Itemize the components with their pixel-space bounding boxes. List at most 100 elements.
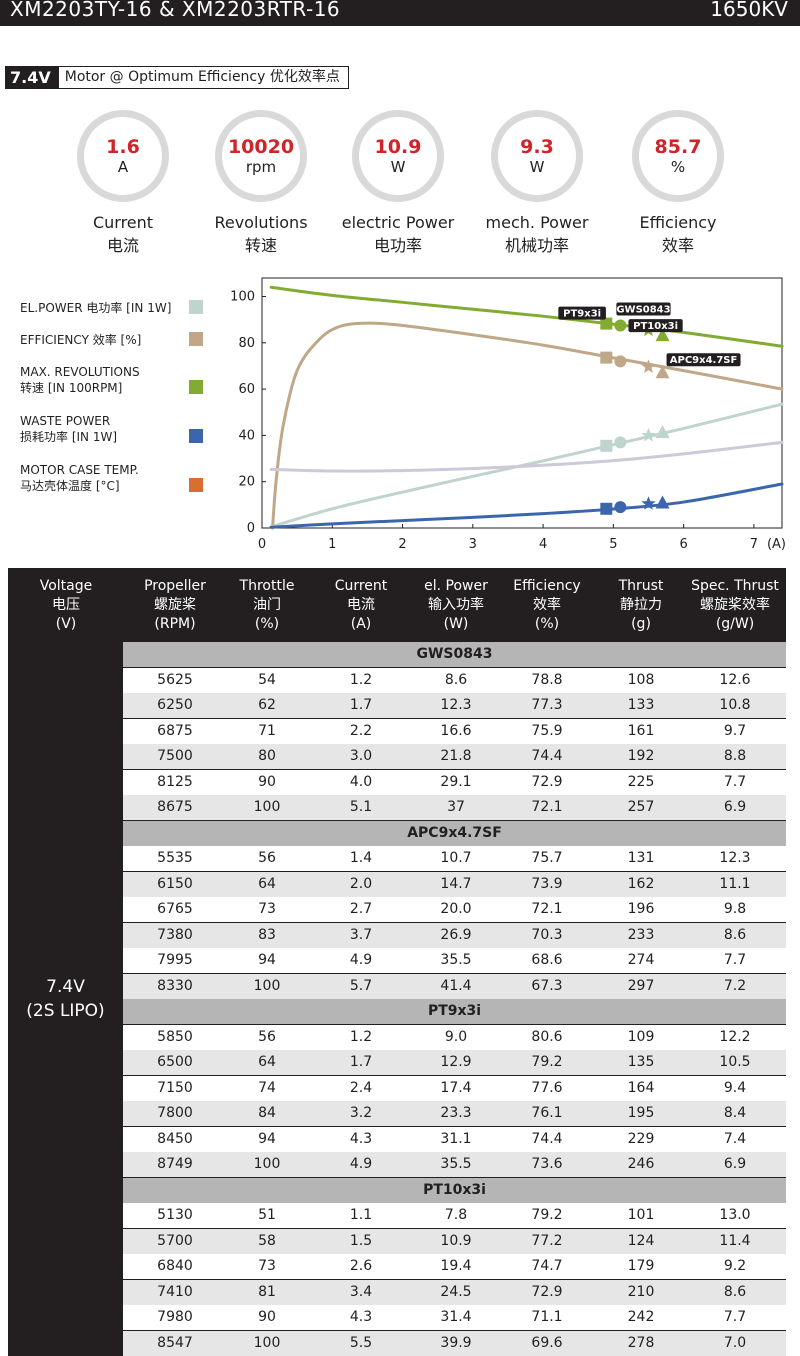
metric-label-cn: 效率 [661, 236, 694, 255]
table-cell: 2.7 [349, 901, 373, 917]
table-cell: 9.7 [723, 722, 747, 739]
table-cell: 6765 [157, 901, 193, 917]
legend-item-el-power: EL.POWER 电功率 [IN 1W] [20, 300, 205, 316]
table-header-cell: Current 电流 (A) [316, 568, 406, 651]
table-cell: 62 [258, 697, 276, 713]
table-cell: 13.0 [719, 1207, 751, 1223]
marker-waste-GWS0843 [614, 501, 627, 514]
marker-callout-label: PT9x3i [563, 309, 601, 320]
table-cell: 8.6 [444, 671, 468, 688]
table-cell: 12.3 [719, 850, 751, 866]
plot-frame [261, 277, 783, 529]
table-cell: 90 [258, 1309, 276, 1325]
header-line: (V) [55, 616, 77, 632]
legend-swatch [189, 332, 203, 346]
legend-label: MOTOR CASE TEMP. [20, 463, 139, 477]
table-cell: 196 [627, 901, 655, 917]
table-row: 8675 100 5.1 37 72.1 257 6.9 [123, 795, 786, 820]
header-line: (A) [350, 616, 372, 632]
table-row: 7150 74 2.4 17.4 77.6 164 9.4 [123, 1075, 786, 1101]
propeller-group-header: GWS0843 [123, 642, 786, 667]
marker-efficiency-PT9x3i [600, 351, 613, 364]
table-row: 8125 90 4.0 29.1 72.9 225 7.7 [123, 769, 786, 795]
table-cell: 8.4 [723, 1105, 747, 1121]
table-cell: 5535 [157, 850, 193, 866]
table-cell: 79.2 [531, 1054, 563, 1070]
metric-unit: rpm [245, 158, 277, 176]
table-header-cell: Propeller 螺旋桨 (RPM) [120, 568, 230, 651]
table-cell: 4.3 [349, 1309, 373, 1325]
marker-callout-label: GWS0843 [616, 304, 670, 315]
table-cell: 64 [258, 875, 276, 892]
table-cell: 192 [627, 748, 655, 764]
table-cell: 164 [627, 1079, 655, 1096]
voltage-value: 7.4V [46, 977, 85, 997]
table-cell: 7.0 [723, 1334, 747, 1351]
table-cell: 8330 [157, 977, 193, 994]
marker-callout-box [616, 302, 671, 316]
header-line: 效率 [533, 597, 561, 613]
table-cell: 297 [627, 977, 655, 994]
metric-label: Revolutions [214, 213, 308, 232]
table-cell: 2.4 [349, 1079, 373, 1096]
marker-el-power-PT9x3i [600, 439, 613, 452]
metric-ring: 10020 rpm [215, 110, 307, 202]
table-cell: 2.2 [349, 722, 373, 739]
table-row: 6875 71 2.2 16.6 75.9 161 9.7 [123, 718, 786, 744]
table-row: 5700 58 1.5 10.9 77.2 124 11.4 [123, 1228, 786, 1254]
table-cell: 9.4 [723, 1079, 747, 1096]
table-cell: 12.3 [440, 697, 472, 713]
table-cell: 76.1 [531, 1105, 563, 1121]
table-row: 7410 81 3.4 24.5 72.9 210 8.6 [123, 1279, 786, 1305]
table-cell: 77.6 [531, 1079, 563, 1096]
table-cell: 100 [253, 977, 281, 994]
model-title: XM2203TY-16 & XM2203RTR-16 [10, 0, 341, 21]
table-cell: 9.0 [444, 1028, 468, 1045]
table-cell: 19.4 [440, 1258, 472, 1274]
table-cell: 8.6 [723, 926, 747, 943]
table-cell: 1.7 [349, 1054, 373, 1070]
propeller-group-header: APC9x4.7SF [123, 820, 786, 846]
optimum-efficiency-badge: 7.4V Motor @ Optimum Efficiency 优化效率点 [5, 66, 349, 89]
metric-unit: W [390, 158, 406, 176]
table-cell: 6250 [157, 697, 193, 713]
table-cell: 81 [258, 1283, 276, 1300]
table-cell: 64 [258, 1054, 276, 1070]
table-cell: 24.5 [440, 1283, 472, 1300]
metric-label: electric Power [341, 213, 455, 232]
table-cell: 84 [258, 1105, 276, 1121]
header-line: Propeller [144, 578, 206, 594]
table-header-cell: Throttle 油门 (%) [222, 568, 312, 651]
table-cell: 195 [627, 1105, 655, 1121]
metric-mech-power: 9.3 W mech. Power 机械功率 [469, 110, 605, 258]
metric-label: mech. Power [485, 213, 589, 232]
table-cell: 7.7 [723, 773, 747, 790]
table-cell: 6.9 [723, 799, 747, 815]
table-cell: 67.3 [531, 977, 563, 994]
table-cell: 75.9 [531, 722, 563, 739]
table-header-cell: el. Power 输入功率 (W) [406, 568, 506, 651]
table-cell: 21.8 [440, 748, 472, 764]
marker-waste-PT9x3i [600, 502, 613, 515]
metric-value: 10020 [227, 136, 295, 158]
marker-waste-APC9x4.7SF [655, 495, 670, 509]
header-line: 电流 [347, 597, 375, 613]
legend-label: WASTE POWER [20, 414, 111, 428]
series-case-temp [269, 440, 784, 473]
table-cell: 69.6 [531, 1334, 563, 1351]
marker-efficiency-APC9x4.7SF [655, 365, 670, 379]
table-cell: 10.5 [719, 1054, 751, 1070]
table-cell: 210 [627, 1283, 655, 1300]
table-cell: 225 [627, 773, 655, 790]
table-cell: 73.6 [531, 1156, 563, 1172]
metric-revolutions: 10020 rpm Revolutions 转速 [193, 110, 329, 258]
metric-unit: % [670, 158, 686, 176]
table-cell: 56 [258, 1028, 276, 1045]
metric-label-cn: 电功率 [373, 236, 422, 255]
table-cell: 2.6 [349, 1258, 373, 1274]
header-line: 螺旋桨效率 [700, 597, 770, 613]
table-cell: 54 [258, 671, 276, 688]
table-cell: 9.2 [723, 1258, 747, 1274]
legend-swatch [189, 429, 203, 443]
table-cell: 4.3 [349, 1130, 373, 1147]
